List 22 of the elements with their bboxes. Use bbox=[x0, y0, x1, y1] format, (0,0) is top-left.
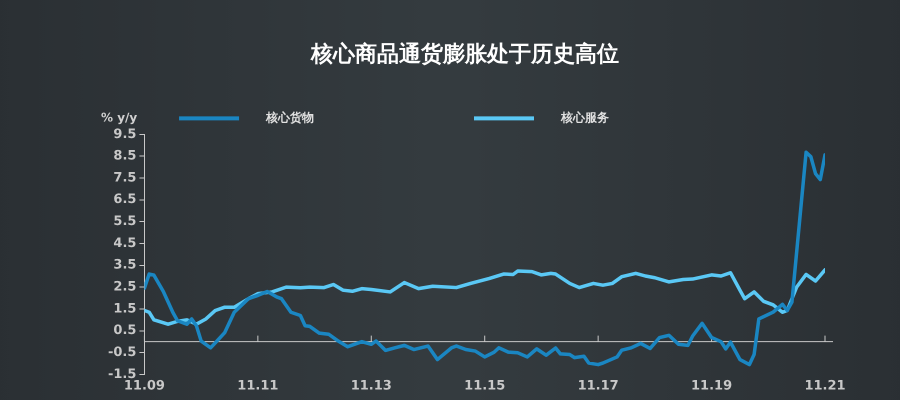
y-tick-label: 9.5 bbox=[113, 126, 136, 142]
x-tick-label: 11.15 bbox=[464, 378, 506, 394]
legend-label: 核心服务 bbox=[540, 110, 751, 125]
y-tick-label: 2.5 bbox=[113, 280, 136, 294]
y-tick-label: 6.5 bbox=[113, 192, 136, 208]
x-tick-label: 11.11 bbox=[237, 378, 278, 394]
y-tick-label: 0.5 bbox=[113, 323, 136, 338]
y-tick-label: 7.5 bbox=[113, 170, 136, 186]
y-tick-label: 8.5 bbox=[113, 148, 136, 164]
y-tick-label: 4.5 bbox=[113, 236, 136, 251]
y-tick-label: -0.5 bbox=[108, 344, 136, 360]
y-tick-label: 3.5 bbox=[113, 258, 136, 273]
x-tick-label: 11.13 bbox=[350, 378, 392, 394]
x-tick-label: 11.21 bbox=[804, 378, 846, 394]
y-tick-label: 5.5 bbox=[113, 214, 136, 230]
chart-title: 核心商品通货膨胀处于历史高位 bbox=[310, 40, 619, 67]
x-tick-label: 11.09 bbox=[124, 378, 165, 394]
y-axis-title: % y/y bbox=[101, 110, 138, 125]
x-tick-label: 11.17 bbox=[578, 378, 619, 394]
x-tick-label: 11.19 bbox=[691, 378, 732, 394]
legend-label: 核心货物 bbox=[245, 110, 456, 125]
y-tick-label: 1.5 bbox=[113, 301, 136, 316]
